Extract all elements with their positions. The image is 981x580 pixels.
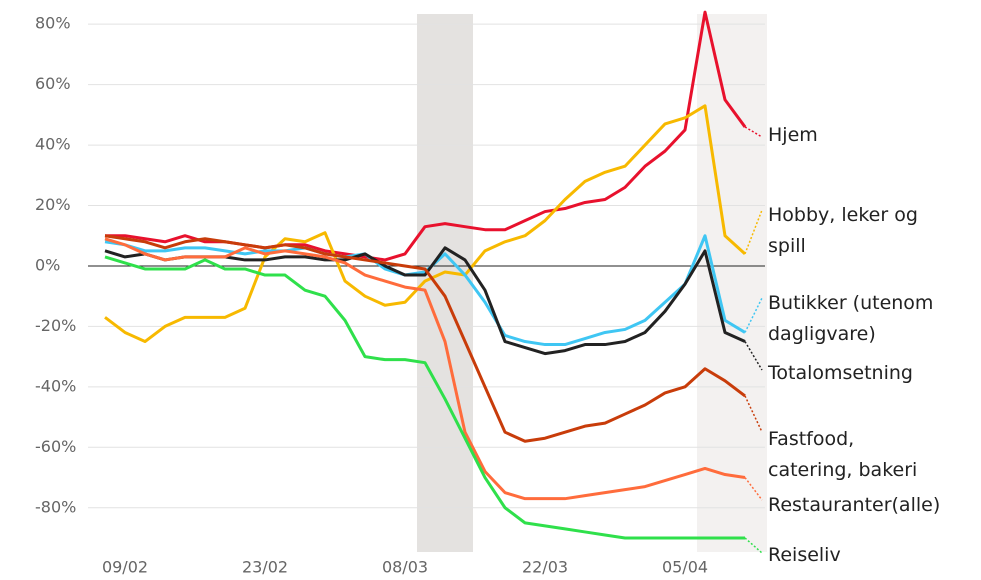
- y-tick-label: 60%: [35, 74, 71, 93]
- y-tick-label: 20%: [35, 195, 71, 214]
- label-connector: [744, 395, 763, 433]
- x-tick-label: 09/02: [102, 558, 148, 577]
- series-line: [104, 255, 745, 540]
- y-tick-label: 80%: [35, 14, 71, 33]
- series-line: [105, 10, 747, 262]
- series-label: Fastfood, catering, bakeri: [768, 428, 918, 481]
- series-line: [104, 104, 747, 344]
- series-line: [104, 234, 746, 347]
- label-connector: [744, 341, 763, 371]
- x-tick-label: 22/03: [522, 558, 568, 577]
- series-label: Butikker (utenom dagligvare): [768, 292, 934, 345]
- shaded-period: [697, 14, 767, 552]
- y-tick-label: -60%: [35, 437, 76, 456]
- series-label: Hjem: [768, 124, 818, 146]
- y-tick-label: -20%: [35, 316, 76, 335]
- series-label: Reiseliv: [768, 544, 841, 566]
- shaded-period: [417, 14, 473, 552]
- label-connector: [744, 297, 763, 333]
- label-connector: [744, 126, 763, 138]
- series-label: Hobby, leker og spill: [768, 204, 918, 257]
- x-tick-label: 23/02: [242, 558, 288, 577]
- y-tick-label: -40%: [35, 376, 76, 395]
- x-tick-label: 05/04: [662, 558, 708, 577]
- x-tick-label: 08/03: [382, 558, 428, 577]
- y-tick-label: 40%: [35, 135, 71, 154]
- y-tick-label: -80%: [35, 497, 76, 516]
- series-line: [104, 234, 746, 443]
- label-connector: [744, 477, 763, 501]
- series-line: [104, 237, 746, 501]
- y-tick-label: 0%: [35, 255, 60, 274]
- series-label: Restauranter(alle): [768, 494, 941, 516]
- series-label: Totalomsetning: [768, 362, 913, 384]
